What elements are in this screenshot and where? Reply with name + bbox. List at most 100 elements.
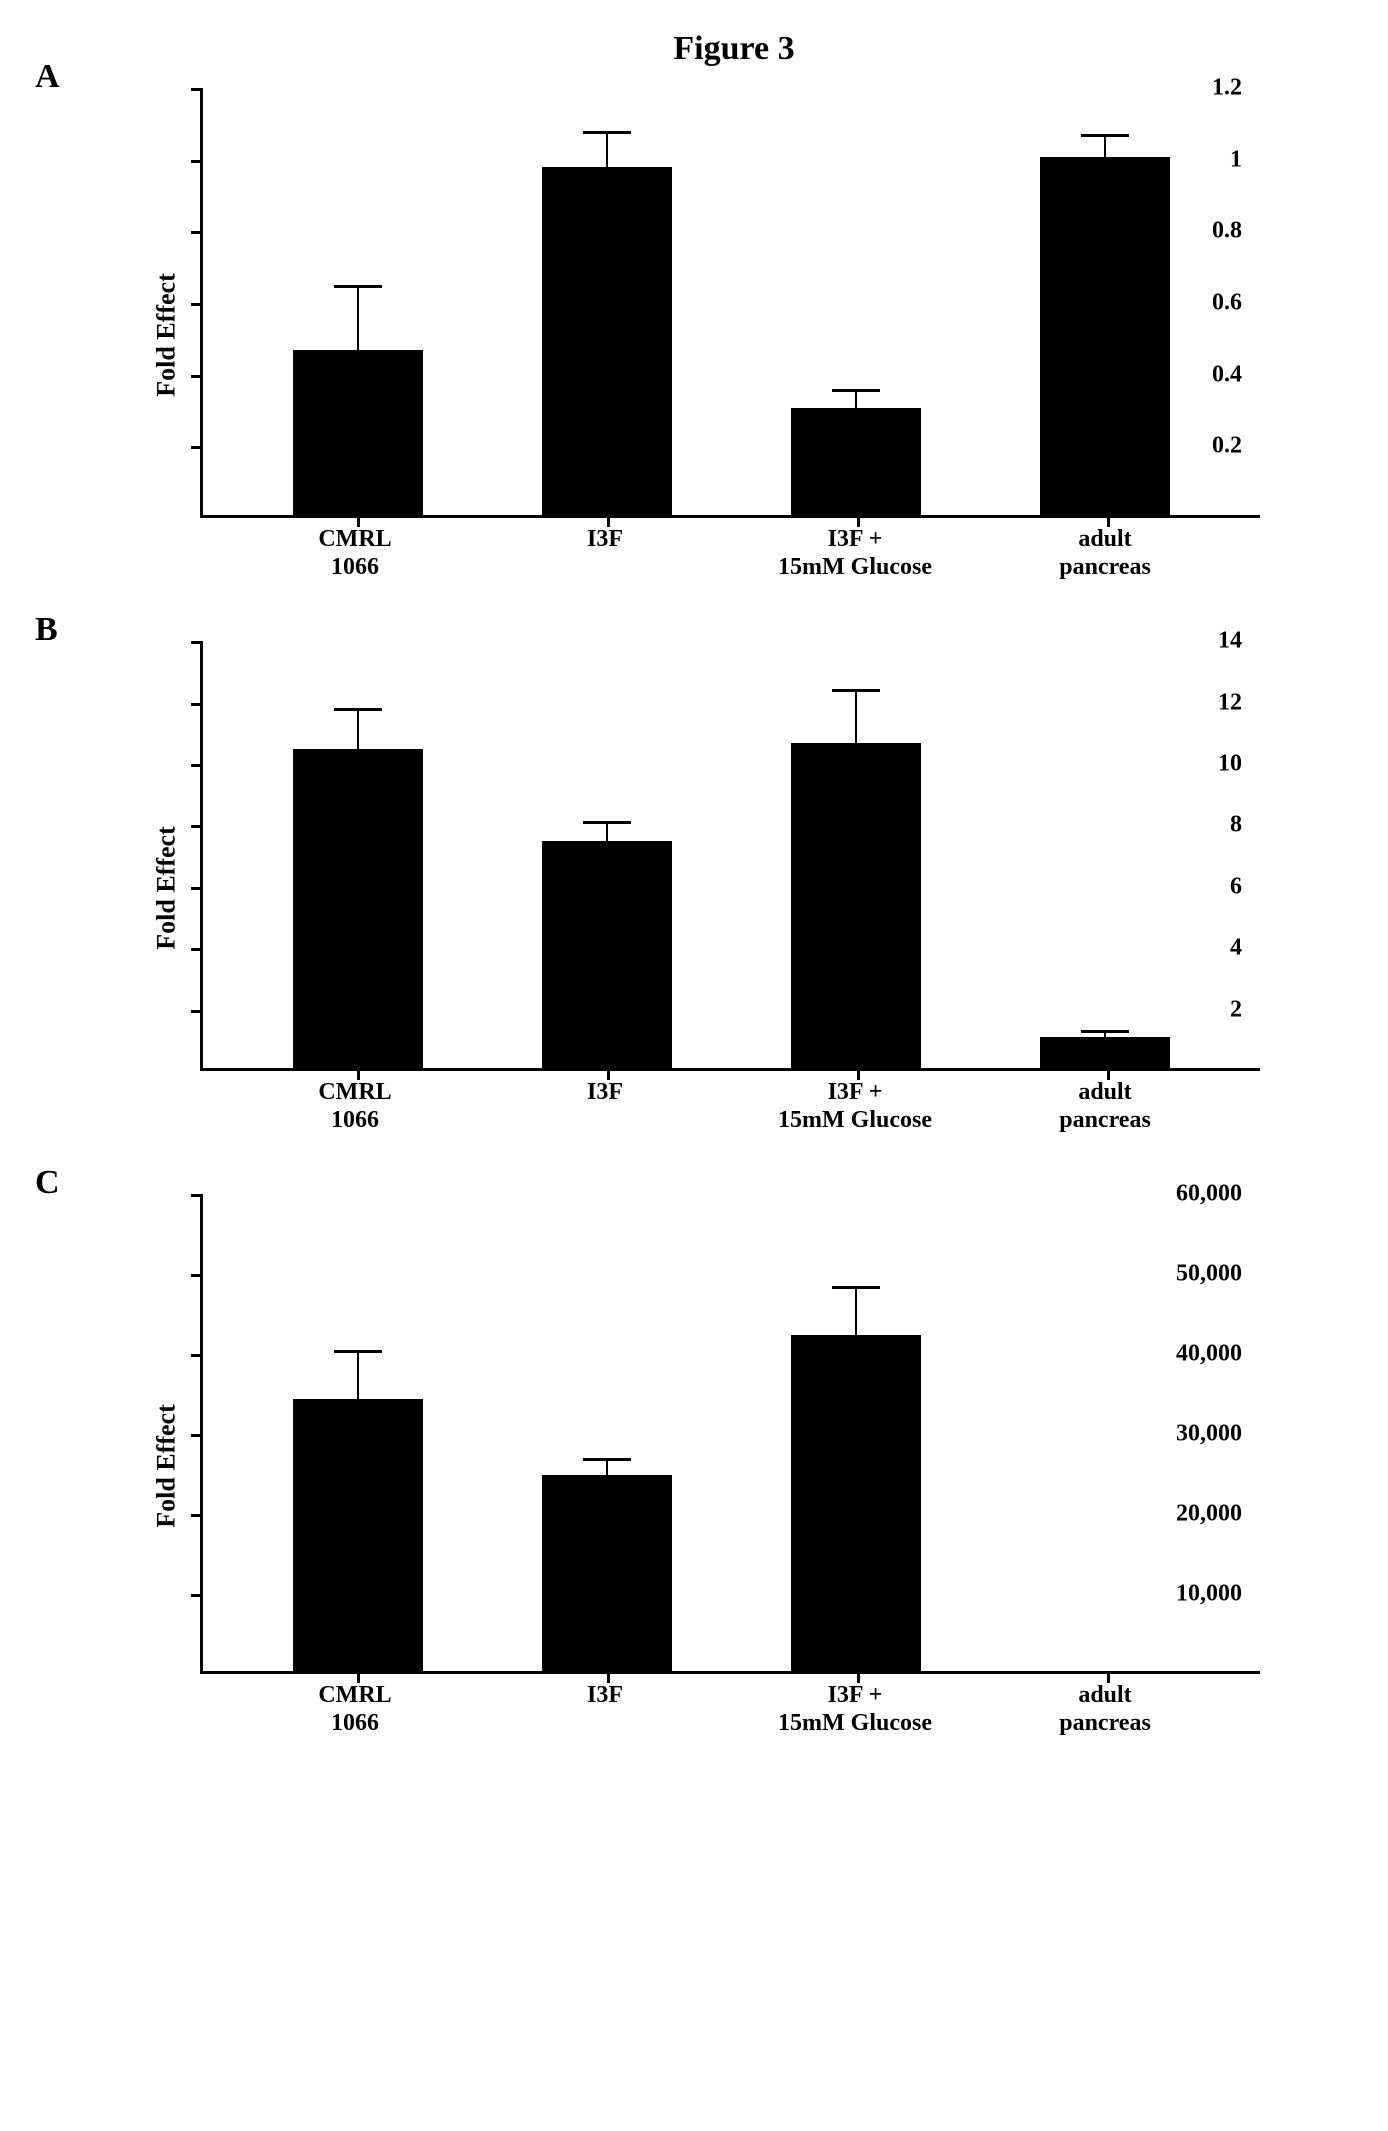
plot-region: 0.20.40.60.811.2 xyxy=(200,88,1260,518)
error-bar-cap xyxy=(583,1458,631,1461)
error-bar-line xyxy=(855,690,857,742)
plot-region: 10,00020,00030,00040,00050,00060,000 xyxy=(200,1194,1260,1674)
x-labels: CMRL1066I3FI3F +15mM Glucoseadultpancrea… xyxy=(200,1674,1260,1737)
y-tick xyxy=(191,88,203,91)
error-bar-cap xyxy=(334,708,382,711)
y-tick xyxy=(191,375,203,378)
x-label: adultpancreas xyxy=(980,1079,1230,1134)
x-label: I3F xyxy=(480,526,730,581)
bar-group xyxy=(981,157,1230,515)
error-bar-cap xyxy=(832,389,880,392)
error-bar-cap xyxy=(334,285,382,288)
y-tick xyxy=(191,1594,203,1597)
error-bar-cap xyxy=(1081,134,1129,137)
bar xyxy=(1040,157,1170,515)
chart-area: Fold Effect0.20.40.60.811.2CMRL1066I3FI3… xyxy=(200,88,1328,581)
panel-B: BFold Effect2468101214CMRL1066I3FI3F +15… xyxy=(60,641,1328,1134)
x-label: I3F +15mM Glucose xyxy=(730,526,980,581)
x-label: I3F +15mM Glucose xyxy=(730,1682,980,1737)
bars-row xyxy=(203,1194,1260,1671)
x-label: I3F xyxy=(480,1079,730,1134)
y-tick xyxy=(191,641,203,644)
x-labels: CMRL1066I3FI3F +15mM Glucoseadultpancrea… xyxy=(200,1071,1260,1134)
error-bar-line xyxy=(855,390,857,408)
error-bar-cap xyxy=(583,131,631,134)
y-tick xyxy=(191,303,203,306)
y-tick xyxy=(191,1010,203,1013)
chart-area: Fold Effect2468101214CMRL1066I3FI3F +15m… xyxy=(200,641,1328,1134)
error-bar-line xyxy=(606,1459,608,1475)
panels-container: AFold Effect0.20.40.60.811.2CMRL1066I3FI… xyxy=(60,88,1328,1738)
y-tick xyxy=(191,231,203,234)
x-tick xyxy=(857,515,860,527)
y-tick xyxy=(191,1354,203,1357)
bar-group xyxy=(981,1037,1230,1068)
x-tick xyxy=(857,1671,860,1683)
x-tick xyxy=(357,1671,360,1683)
y-tick xyxy=(191,446,203,449)
bar-group xyxy=(233,350,482,515)
error-bar-cap xyxy=(832,689,880,692)
figure-title: Figure 3 xyxy=(140,30,1328,68)
bar-group xyxy=(482,1475,731,1671)
error-bar-cap xyxy=(832,1286,880,1289)
x-labels: CMRL1066I3FI3F +15mM Glucoseadultpancrea… xyxy=(200,518,1260,581)
bars-row xyxy=(203,641,1260,1068)
panel-label: B xyxy=(35,611,58,649)
bars-row xyxy=(203,88,1260,515)
bar xyxy=(293,350,423,515)
x-tick xyxy=(607,515,610,527)
error-bar-line xyxy=(357,1351,359,1399)
error-bar-line xyxy=(606,132,608,168)
bar xyxy=(791,743,921,1069)
error-bar-line xyxy=(357,286,359,351)
bar xyxy=(293,1399,423,1671)
x-tick xyxy=(357,515,360,527)
bar-group xyxy=(732,1335,981,1671)
bar xyxy=(542,841,672,1068)
y-tick xyxy=(191,887,203,890)
panel-label: A xyxy=(35,58,60,96)
bar-group xyxy=(233,749,482,1068)
y-axis-label: Fold Effect xyxy=(152,273,182,396)
y-tick xyxy=(191,160,203,163)
x-tick xyxy=(1107,1671,1110,1683)
x-label: I3F xyxy=(480,1682,730,1737)
x-label: adultpancreas xyxy=(980,1682,1230,1737)
x-tick xyxy=(607,1671,610,1683)
error-bar-cap xyxy=(1081,1030,1129,1033)
x-tick xyxy=(1107,515,1110,527)
y-axis-label: Fold Effect xyxy=(152,826,182,949)
x-tick xyxy=(1107,1068,1110,1080)
x-label: adultpancreas xyxy=(980,526,1230,581)
bar-group xyxy=(482,841,731,1068)
y-tick xyxy=(191,948,203,951)
bar-group xyxy=(482,167,731,515)
bar-group xyxy=(732,743,981,1069)
y-tick xyxy=(191,1514,203,1517)
bar-group xyxy=(732,408,981,516)
bar xyxy=(791,408,921,516)
y-tick xyxy=(191,764,203,767)
chart-area: Fold Effect10,00020,00030,00040,00050,00… xyxy=(200,1194,1328,1737)
y-axis-label: Fold Effect xyxy=(152,1404,182,1527)
error-bar-line xyxy=(1104,135,1106,157)
bar xyxy=(542,1475,672,1671)
y-tick xyxy=(191,1194,203,1197)
y-tick xyxy=(191,703,203,706)
plot-region: 2468101214 xyxy=(200,641,1260,1071)
error-bar-line xyxy=(606,822,608,840)
x-label: CMRL1066 xyxy=(230,526,480,581)
y-tick xyxy=(191,1274,203,1277)
panel-C: CFold Effect10,00020,00030,00040,00050,0… xyxy=(60,1194,1328,1737)
error-bar-line xyxy=(855,1287,857,1335)
y-tick xyxy=(191,825,203,828)
bar xyxy=(542,167,672,515)
bar-group xyxy=(233,1399,482,1671)
panel-label: C xyxy=(35,1164,60,1202)
bar xyxy=(791,1335,921,1671)
x-label: CMRL1066 xyxy=(230,1682,480,1737)
panel-A: AFold Effect0.20.40.60.811.2CMRL1066I3FI… xyxy=(60,88,1328,581)
bar xyxy=(293,749,423,1068)
x-label: I3F +15mM Glucose xyxy=(730,1079,980,1134)
